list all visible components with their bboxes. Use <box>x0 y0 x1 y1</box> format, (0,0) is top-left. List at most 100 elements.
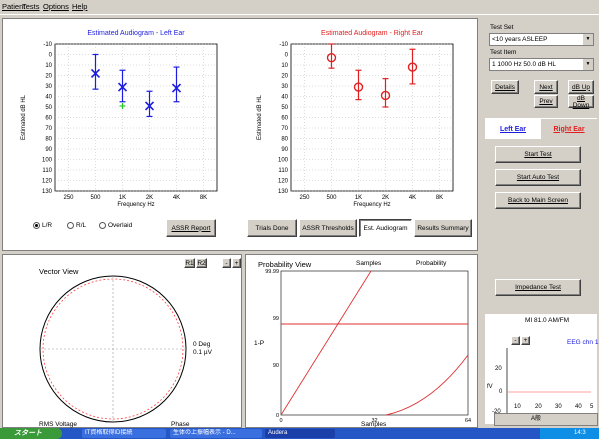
left-audiogram-xtick: 250 <box>63 195 74 201</box>
start-button[interactable]: スタート <box>0 428 62 439</box>
probability-xtick: 32 <box>371 418 377 424</box>
results-summary-label: Results Summary <box>417 224 469 232</box>
radio-rl-label: R/L <box>76 222 87 229</box>
taskbar: スタート IT資格取得ID接続 生体の上振幅表示 - D... Audera 1… <box>0 413 599 439</box>
eeg-xtick: 20 <box>535 404 542 410</box>
right-audiogram-ytick: 50 <box>281 105 288 111</box>
taskbar-item-1[interactable]: IT資格取得ID接続 <box>82 429 166 438</box>
probability-ytick: 99.99 <box>265 269 279 275</box>
r1-button[interactable]: R1 <box>184 258 195 268</box>
start-test-button[interactable]: Start Test <box>495 146 581 163</box>
assr-report-label: ASSR Report <box>171 224 211 232</box>
right-audiogram-ytick: 20 <box>281 74 288 80</box>
right-audiogram-xtick: 1K <box>355 195 362 201</box>
eeg-chart-panel: MI 81.0 AM/FM - + EEG chn 1 20 0 -20 fV <box>485 314 598 424</box>
left-audiogram-ytick: 130 <box>42 189 53 195</box>
plus-icon: + <box>523 337 528 344</box>
est-audiogram-button[interactable]: Est. Audiogram <box>359 219 412 237</box>
left-audiogram-ytick: 120 <box>42 179 53 185</box>
details-button[interactable]: Details <box>491 80 519 94</box>
db-up-button[interactable]: dB Up <box>568 80 594 94</box>
ime-bar[interactable]: A般 <box>494 413 598 426</box>
left-audiogram-point-plus <box>119 102 126 109</box>
eeg-xtick: 30 <box>555 404 562 410</box>
left-audiogram-ytick: 100 <box>42 158 53 164</box>
left-audiogram-ytick: 10 <box>45 63 52 69</box>
prev-button[interactable]: Prev <box>534 95 558 108</box>
assr-report-button[interactable]: ASSR Report <box>166 219 216 237</box>
right-ear-label: Right Ear <box>553 125 585 133</box>
results-summary-button[interactable]: Results Summary <box>414 219 472 237</box>
radio-lr[interactable]: L/R <box>33 222 52 229</box>
probability-view-title: Probability View <box>258 260 312 269</box>
right-ear-tab[interactable]: Right Ear <box>541 119 597 139</box>
probability-ytick: 0 <box>276 413 279 419</box>
amp-minus-button[interactable]: - <box>511 336 520 345</box>
assr-thresholds-button[interactable]: ASSR Thresholds <box>299 219 357 237</box>
right-audiogram-ytick: 0 <box>285 53 289 59</box>
menu-help[interactable]: Help <box>72 2 88 11</box>
menu-bar: Patient Tests Options Help <box>0 0 599 15</box>
amp-plus-button[interactable]: + <box>521 336 530 345</box>
test-item-select[interactable]: 1 1000 Hz 50.0 dB HL ▼ <box>489 58 594 71</box>
left-audiogram-point-x <box>144 101 155 111</box>
left-audiogram-ytick: 60 <box>45 116 52 122</box>
audiogram-panel: Estimated Audiogram - Left Ear -10 0 10 20 30… <box>2 18 478 251</box>
right-audiogram-xtick: 8K <box>436 195 443 201</box>
radio-overlaid[interactable]: Overlaid <box>99 222 132 229</box>
menu-patient[interactable]: Patient <box>2 2 26 11</box>
right-audiogram-ytick: 120 <box>278 179 289 185</box>
r1-label: R1 <box>185 259 194 267</box>
radio-overlaid-label: Overlaid <box>108 222 133 229</box>
probability-xlabel: Samples <box>361 421 387 428</box>
zoom-in-button[interactable]: + <box>232 258 241 268</box>
trials-done-button[interactable]: Trials Done <box>247 219 297 237</box>
left-audiogram-ytick: 40 <box>45 95 52 101</box>
test-set-select[interactable]: <10 years ASLEEP ▼ <box>489 33 594 46</box>
right-audiogram-xtick: 4K <box>409 195 416 201</box>
taskbar-item-2[interactable]: 生体の上振幅表示 - D... <box>170 429 262 438</box>
menu-options[interactable]: Options <box>43 2 69 11</box>
radio-circle <box>99 222 106 229</box>
start-auto-test-button[interactable]: Start Auto Test <box>495 169 581 186</box>
db-down-button[interactable]: dB Down <box>568 95 594 109</box>
taskbar-item-3[interactable]: Audera <box>265 429 335 438</box>
phase-label: Phase <box>171 421 190 428</box>
left-audiogram-point-x <box>117 82 128 92</box>
back-main-screen-label: Back to Main Screen <box>508 197 568 204</box>
right-audiogram-ytick: 100 <box>278 158 289 164</box>
menu-tests[interactable]: Tests <box>22 2 40 11</box>
zoom-out-button[interactable]: - <box>222 258 231 268</box>
probability-plot-area <box>280 270 469 416</box>
probability-xtick: 64 <box>465 418 471 424</box>
back-main-screen-button[interactable]: Back to Main Screen <box>495 192 581 209</box>
start-auto-test-label: Start Auto Test <box>516 174 560 181</box>
left-audiogram-ytick: 70 <box>45 126 52 132</box>
eeg-ytick-neg20: -20 <box>492 409 501 415</box>
probability-svg: 99.99 99 90 00 32 64 <box>265 269 471 424</box>
left-audiogram-xlabel: Frequency Hz <box>117 202 154 208</box>
probability-curve <box>385 354 469 416</box>
vector-view-panel: Vector View R1 R2 - + 0 Deg 0.1 µV RMS V… <box>2 254 242 428</box>
ime-mode: A般 <box>531 416 542 422</box>
probability-xtick: 0 <box>279 418 282 424</box>
next-button[interactable]: Next <box>534 80 558 94</box>
impedance-test-label: Impedance Test <box>515 284 561 291</box>
impedance-test-button[interactable]: Impedance Test <box>495 279 581 296</box>
probability-header: Probability <box>416 260 447 267</box>
left-ear-tab[interactable]: Left Ear <box>485 119 541 139</box>
r2-button[interactable]: R2 <box>196 258 207 268</box>
eeg-xtick: 40 <box>575 404 582 410</box>
left-ear-label: Left Ear <box>499 125 527 133</box>
left-audiogram-title: Estimated Audiogram - Left Ear <box>87 30 185 37</box>
left-audiogram-xtick: 500 <box>90 195 101 201</box>
radio-rl[interactable]: R/L <box>67 222 86 229</box>
samples-line <box>280 270 372 416</box>
plus-icon: + <box>234 259 239 267</box>
vector-view-svg <box>39 275 187 423</box>
right-audiogram-point-circle <box>326 52 337 63</box>
left-audiogram-ytick: 80 <box>45 137 52 143</box>
prev-label: Prev <box>539 98 553 105</box>
left-audiogram-ytick: 20 <box>45 74 52 80</box>
radio-lr-label: L/R <box>42 222 53 229</box>
